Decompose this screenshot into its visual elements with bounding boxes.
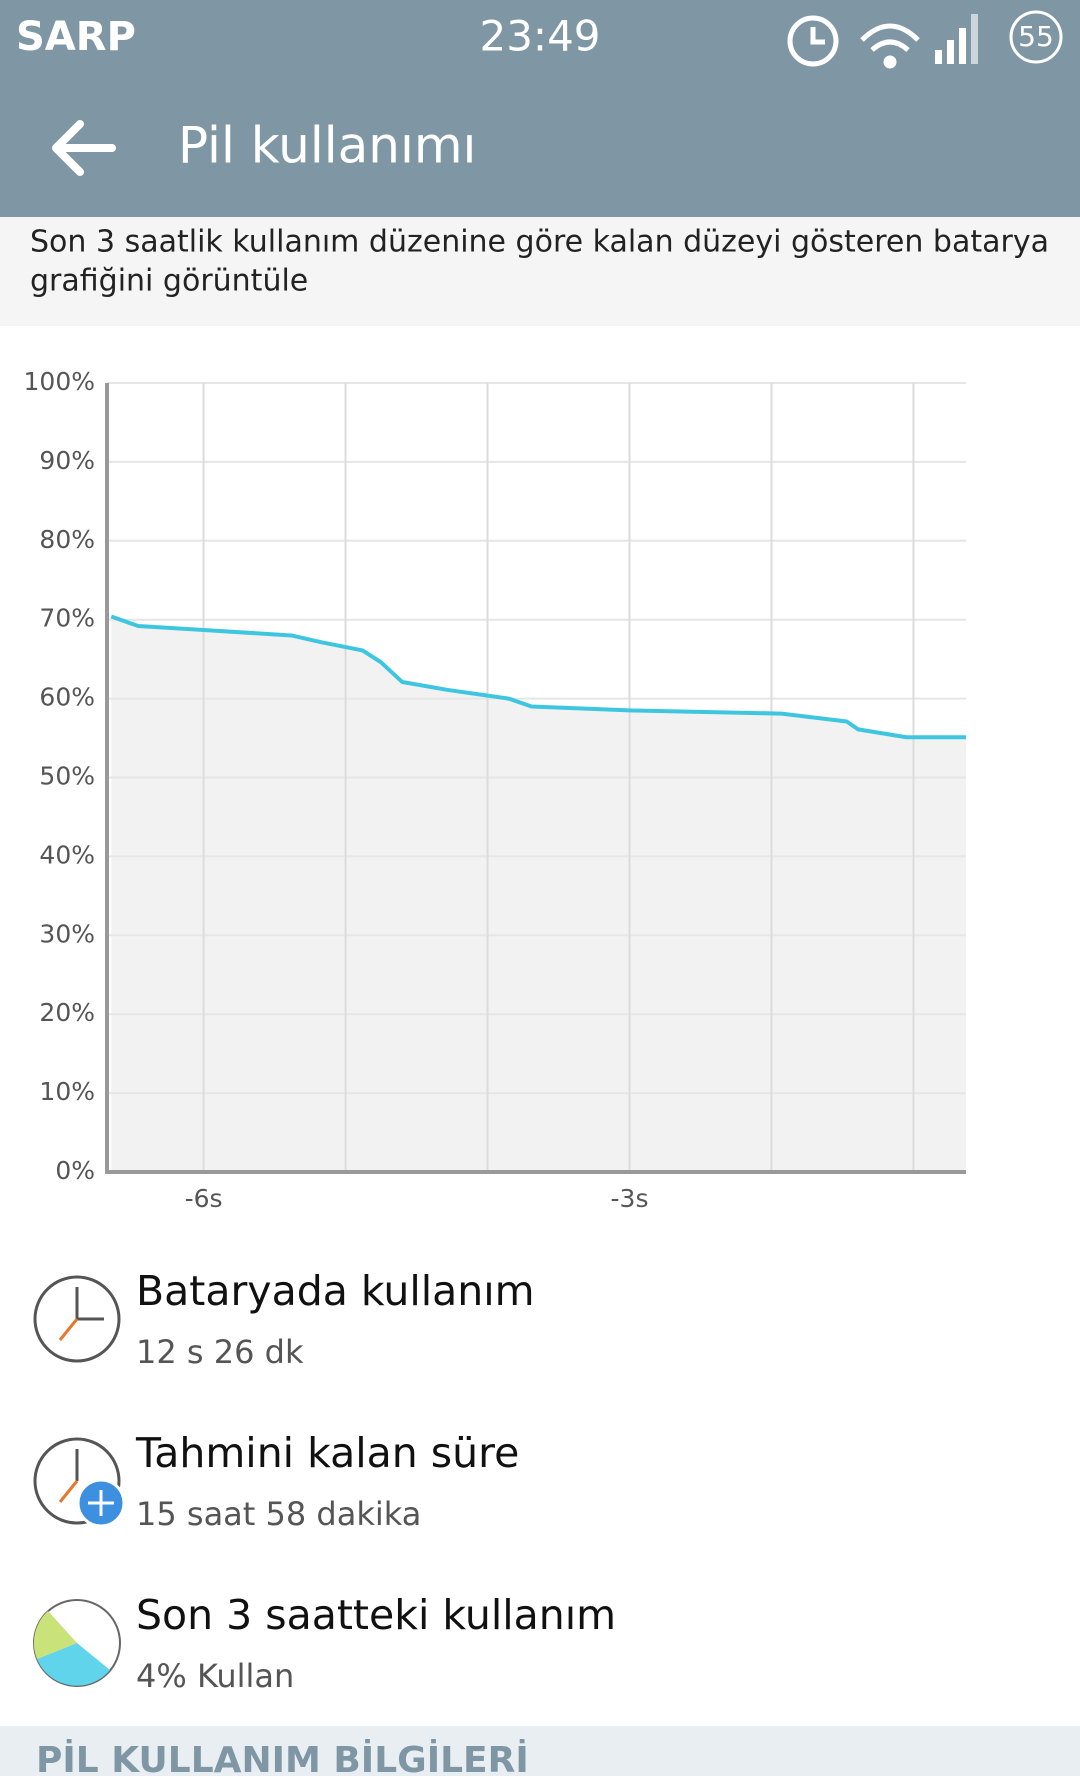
item-title[interactable]: Tahmini kalan süre: [135, 1429, 519, 1477]
y-tick-label: 90%: [39, 446, 95, 475]
battery-level: 55: [1018, 20, 1054, 53]
y-tick-label: 40%: [39, 840, 95, 869]
pie-icon: [33, 1599, 121, 1687]
item-title[interactable]: Bataryada kullanım: [136, 1267, 535, 1315]
y-tick-label: 70%: [39, 604, 95, 633]
y-tick-label: 20%: [39, 998, 95, 1027]
item-subtitle: 4% Kullan: [136, 1657, 294, 1695]
section-header-bg: [0, 1726, 1080, 1776]
item-subtitle: 15 saat 58 dakika: [136, 1495, 421, 1533]
app-bar-bg: [0, 0, 1080, 217]
x-tick-label: -6s: [185, 1184, 223, 1213]
status-icons: [787, 10, 1063, 69]
y-tick-label: 0%: [55, 1156, 95, 1185]
y-tick-label: 30%: [39, 919, 95, 948]
y-tick-label: 60%: [39, 683, 95, 712]
carrier: SARP: [16, 14, 136, 60]
chart: 0% 10% 20% 30% 40% 50% 60% 70% 80% 90% 100% -6s -3s: [24, 367, 966, 1213]
y-tick-label: 80%: [39, 525, 95, 554]
section-header: PİL KULLANIM BİLGİLERİ: [36, 1739, 529, 1776]
back-button[interactable]: [52, 120, 116, 176]
clock: 23:49: [479, 12, 600, 61]
item-title[interactable]: Son 3 saatteki kullanım: [136, 1591, 616, 1639]
description-bg: [0, 217, 1080, 326]
y-tick-label: 50%: [39, 762, 95, 791]
item-subtitle: 12 s 26 dk: [136, 1333, 304, 1371]
battery-line: [110, 614, 966, 740]
description-line: grafiğini görüntüle: [30, 264, 308, 299]
x-tick-label: -3s: [611, 1184, 649, 1213]
y-tick-label: 10%: [39, 1077, 95, 1106]
y-tick-label: 100%: [24, 367, 95, 396]
area-fill: [111, 616, 966, 1172]
description-line: Son 3 saatlik kullanım düzenine göre kal…: [30, 225, 1049, 260]
clock-icon: [33, 1275, 121, 1363]
app-title: Pil kullanımı: [178, 117, 476, 175]
clock-plus-icon: [33, 1437, 126, 1528]
